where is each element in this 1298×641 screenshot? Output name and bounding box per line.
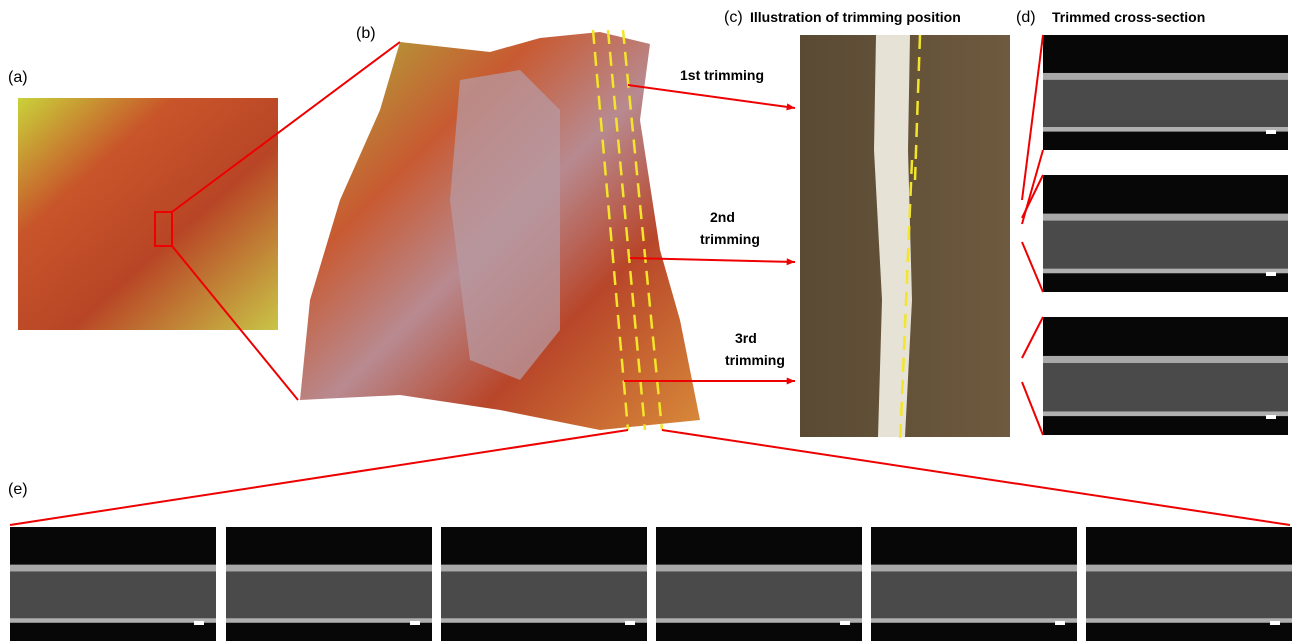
zoom-line — [1022, 382, 1043, 435]
bottom-layer — [226, 618, 432, 623]
bottom-layer — [10, 618, 216, 623]
scale-bar — [840, 621, 850, 625]
coating-layer — [871, 569, 1077, 618]
top-layer — [871, 565, 1077, 572]
scale-bar — [194, 621, 204, 625]
scale-bar — [625, 621, 635, 625]
bottom-layer — [441, 618, 647, 623]
panel-title: Illustration of trimming position — [750, 9, 961, 25]
trim-annotation: 2nd — [710, 209, 735, 225]
coating-layer — [1043, 78, 1288, 127]
top-layer — [226, 565, 432, 572]
zoom-line — [10, 430, 628, 525]
zoom-line — [1022, 35, 1043, 200]
top-layer — [1043, 73, 1288, 80]
panel-title: Trimmed cross-section — [1052, 9, 1205, 25]
top-layer — [1043, 214, 1288, 221]
top-layer — [656, 565, 862, 572]
panel-label: (e) — [8, 481, 28, 498]
scale-bar — [1270, 621, 1280, 625]
scale-bar — [1055, 621, 1065, 625]
trim-annotation: 3rd — [735, 330, 757, 346]
coating-layer — [226, 569, 432, 618]
coating-layer — [441, 569, 647, 618]
panel-label: (c) — [724, 9, 743, 26]
coating-layer — [1043, 361, 1288, 412]
bottom-layer — [1043, 269, 1288, 274]
sample-image — [18, 98, 278, 330]
top-layer — [1086, 565, 1292, 572]
bottom-layer — [656, 618, 862, 623]
panel-label: (a) — [8, 69, 28, 86]
trim-annotation: trimming — [725, 352, 785, 368]
arrow-head — [787, 258, 795, 265]
top-layer — [441, 565, 647, 572]
bottom-layer — [1086, 618, 1292, 623]
panel-label: (b) — [356, 25, 376, 42]
coating-layer — [1043, 218, 1288, 268]
zoom-line — [1022, 317, 1043, 358]
coating-layer — [10, 569, 216, 618]
bottom-layer — [871, 618, 1077, 623]
top-layer — [10, 565, 216, 572]
scale-bar — [1266, 272, 1276, 276]
zoom-line — [1022, 242, 1043, 292]
top-layer — [1043, 356, 1288, 363]
scale-bar — [410, 621, 420, 625]
coating-layer — [656, 569, 862, 618]
arrow — [628, 85, 795, 108]
scale-bar — [1266, 130, 1276, 134]
zoom-line — [662, 430, 1290, 525]
figure: (a) (b) 1st trimming 2nd trimming 3rd trimmi… — [0, 0, 1298, 641]
arrow-head — [787, 377, 795, 384]
bottom-layer — [1043, 127, 1288, 132]
page: {"labels": {"a": "(a)", "b": "(b)", "c":… — [0, 0, 1298, 641]
trim-annotation: trimming — [700, 231, 760, 247]
scale-bar — [1266, 415, 1276, 419]
bottom-layer — [1043, 411, 1288, 416]
trim-annotation: 1st trimming — [680, 67, 764, 83]
panel-label: (d) — [1016, 9, 1036, 26]
coating-layer — [1086, 569, 1292, 618]
